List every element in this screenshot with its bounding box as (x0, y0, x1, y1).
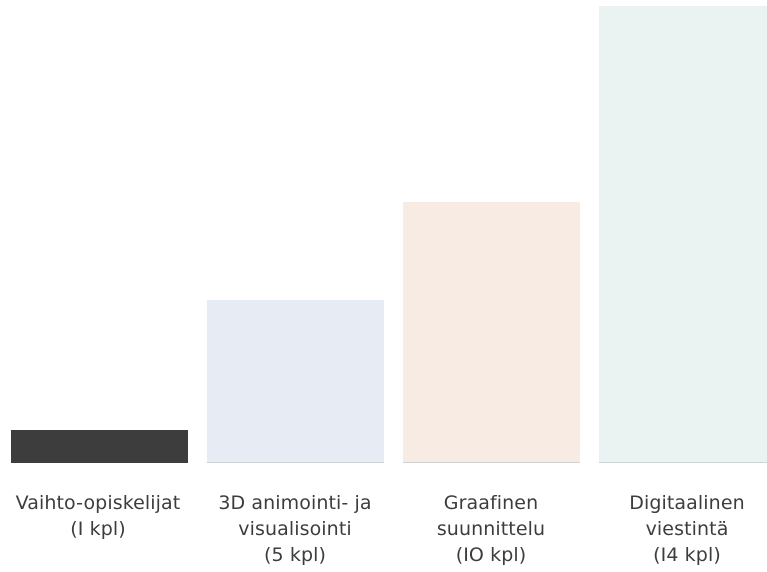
category-label-line: suunnittelu (436, 518, 546, 540)
category-label-line: (IO kpl) (455, 544, 527, 566)
bar-3 (403, 201, 580, 463)
category-label-1: Vaihto-opiskelijat (I kpl) (3, 490, 193, 542)
category-label-line: 3D animointi- ja (218, 492, 372, 514)
category-label-line: Graafinen (443, 492, 539, 514)
bar-2 (207, 299, 384, 463)
category-label-4: Digitaalinen viestintä (I4 kpl) (592, 490, 767, 568)
bar-1 (11, 430, 188, 463)
category-label-line: (I kpl) (70, 518, 126, 540)
category-label-2: 3D animointi- ja visualisointi (5 kpl) (200, 490, 390, 568)
category-label-line: viestintä (645, 518, 729, 540)
category-label-line: visualisointi (238, 518, 352, 540)
category-label-line: (5 kpl) (264, 544, 326, 566)
bar-4 (599, 6, 767, 463)
category-label-line: Vaihto-opiskelijat (15, 492, 181, 514)
category-label-line: Digitaalinen (629, 492, 745, 514)
category-label-3: Graafinen suunnittelu (IO kpl) (396, 490, 586, 568)
category-label-line: (I4 kpl) (653, 544, 721, 566)
